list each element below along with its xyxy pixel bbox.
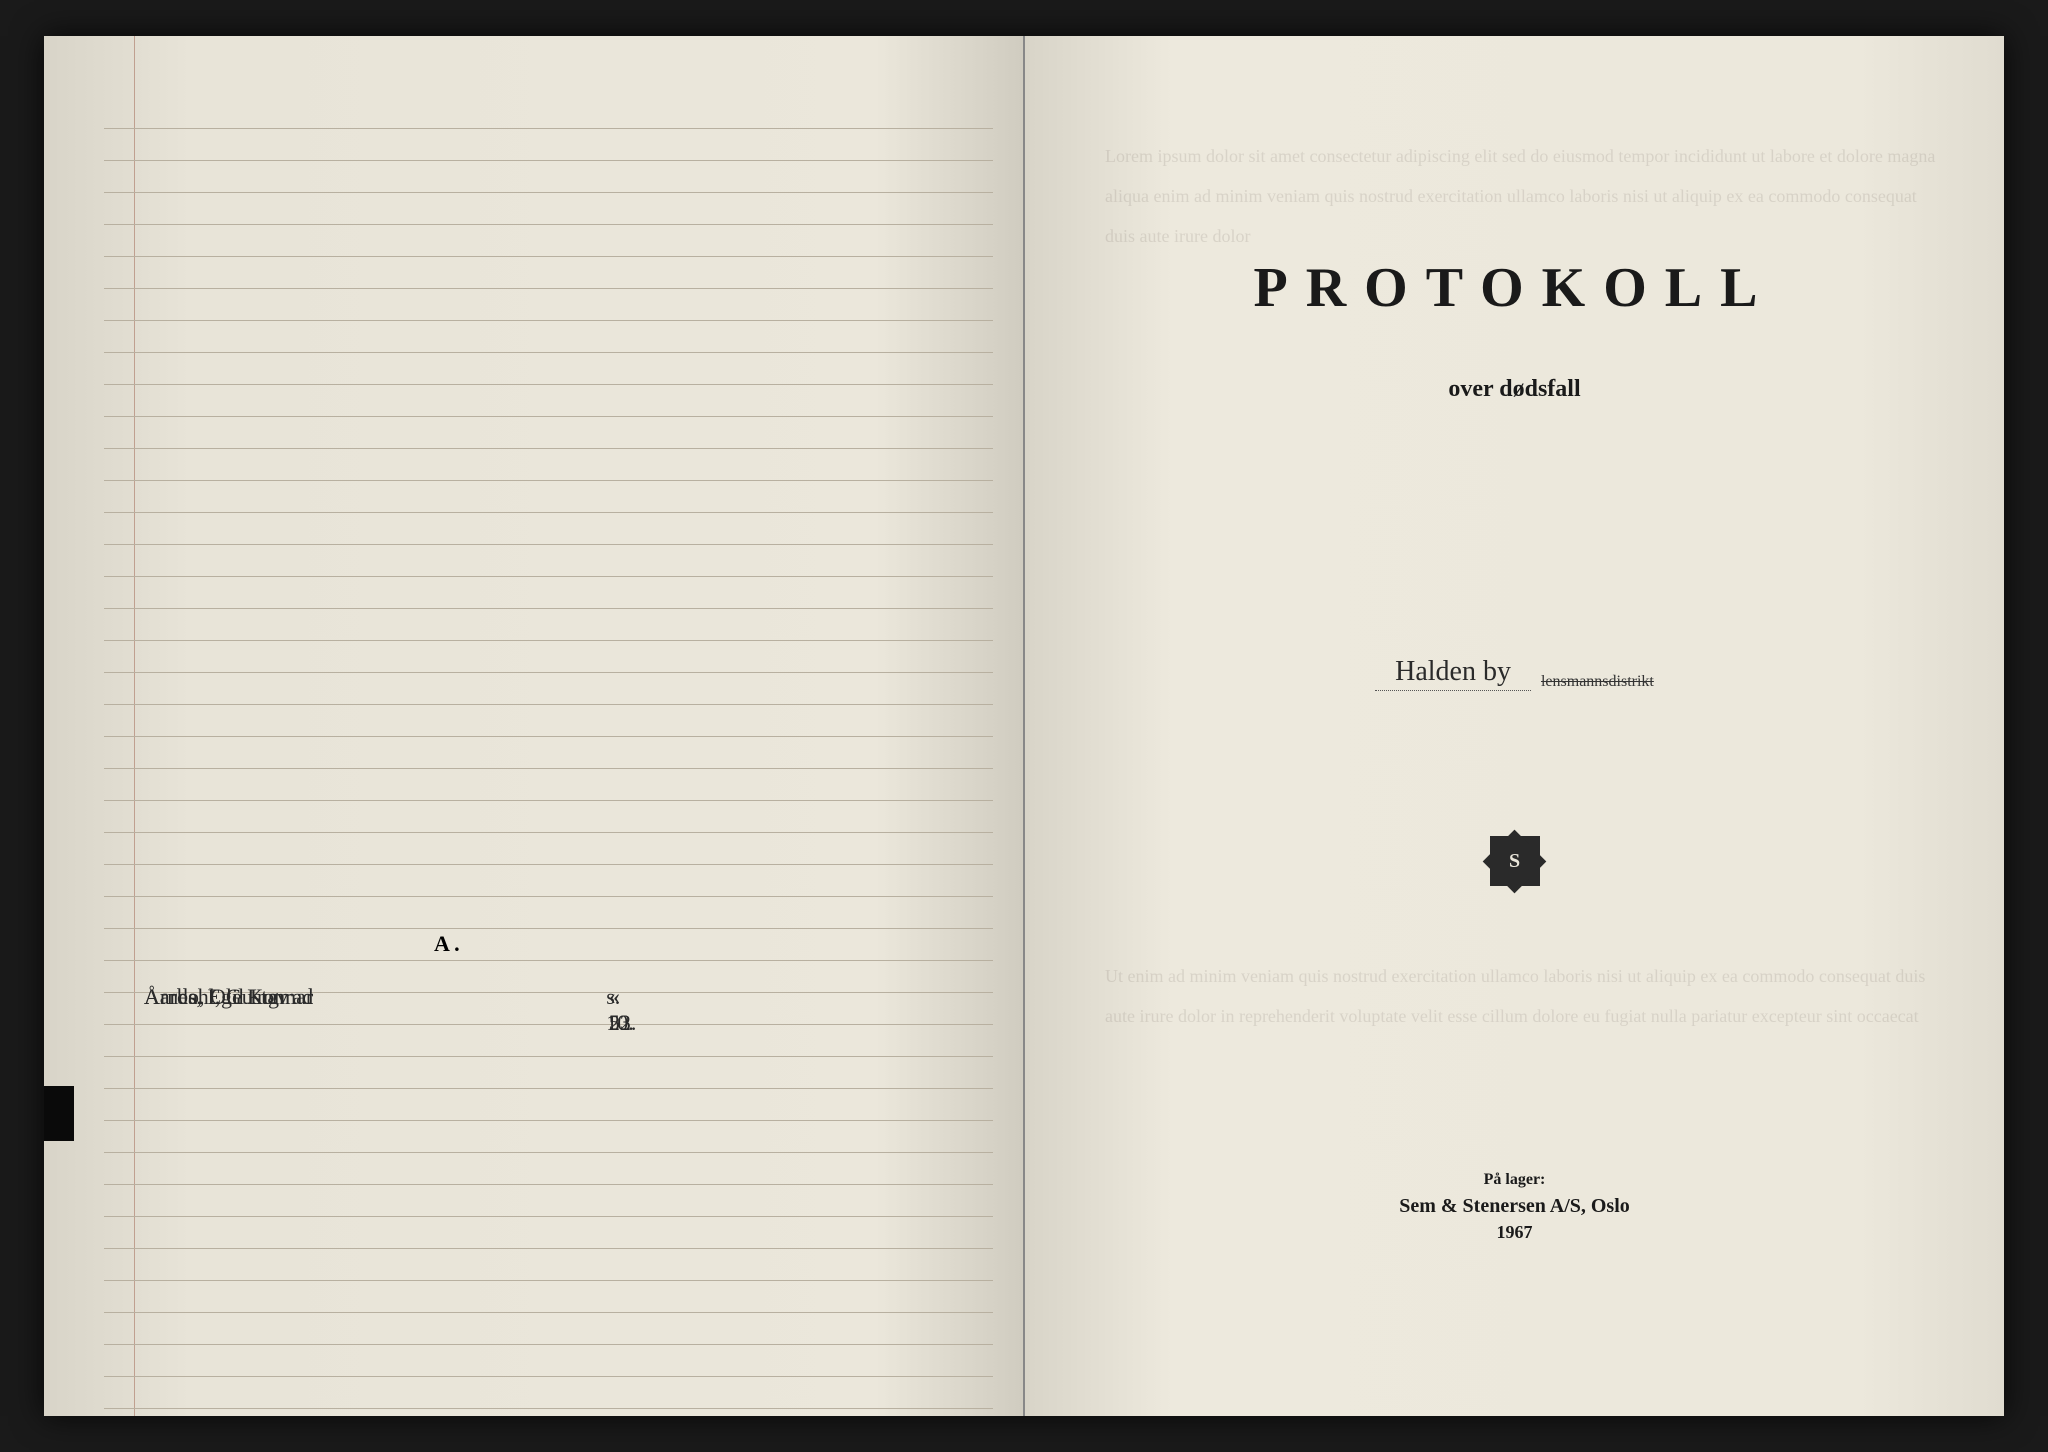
rule-line	[104, 576, 993, 577]
bleed-through-text: Lorem ipsum dolor sit amet consectetur a…	[1105, 136, 1944, 256]
rule-line	[104, 1056, 993, 1057]
publisher-label: På lager:	[1399, 1171, 1630, 1189]
publisher-year: 1967	[1399, 1222, 1630, 1243]
rule-line	[104, 480, 993, 481]
rule-line	[104, 1152, 993, 1153]
publisher-name: Sem & Stenersen A/S, Oslo	[1399, 1195, 1630, 1218]
rule-line	[104, 640, 993, 641]
location-label: lensmannsdistrikt	[1541, 673, 1654, 691]
rule-line	[104, 928, 993, 929]
rule-line	[104, 864, 993, 865]
rule-line	[104, 1280, 993, 1281]
document-title: PROTOKOLL	[1254, 256, 1776, 320]
logo-letter: S	[1509, 850, 1520, 873]
rule-line	[104, 1312, 993, 1313]
document-subtitle: over dødsfall	[1448, 376, 1580, 403]
index-section-letter: A .	[434, 931, 460, 957]
rule-line	[104, 704, 993, 705]
location-handwritten: Halden by	[1375, 656, 1531, 691]
bleed-through-text: Ut enim ad minim veniam quis nostrud exe…	[1105, 956, 1944, 1036]
publisher-info: På lager: Sem & Stenersen A/S, Oslo 1967	[1399, 1171, 1630, 1243]
rule-line	[104, 832, 993, 833]
rule-line	[104, 960, 993, 961]
rule-line	[104, 768, 993, 769]
index-entry: Aarbo, Ole Konrad « 53	[144, 984, 646, 1036]
rule-line	[104, 384, 993, 385]
rule-line	[104, 256, 993, 257]
rule-line	[104, 1088, 993, 1089]
rule-line	[104, 416, 993, 417]
rule-line	[104, 224, 993, 225]
left-page: A . Årnes, Egil Ingmar s. 10. Aardahl, G…	[44, 36, 1025, 1416]
publisher-logo-icon: S	[1490, 836, 1540, 886]
location-fill-in: Halden by lensmannsdistrikt	[1265, 656, 1765, 691]
rule-line	[104, 1248, 993, 1249]
book-spread: A . Årnes, Egil Ingmar s. 10. Aardahl, G…	[44, 36, 2004, 1416]
lined-paper-bg	[44, 36, 1023, 1416]
rule-line	[104, 288, 993, 289]
right-page: Lorem ipsum dolor sit amet consectetur a…	[1025, 36, 2004, 1416]
entry-name: Aarbo, Ole Konrad	[144, 984, 609, 1036]
rule-line	[104, 448, 993, 449]
rule-line	[104, 320, 993, 321]
rule-line	[104, 1120, 993, 1121]
entry-page-ref: « 53	[609, 984, 646, 1036]
rule-line	[104, 1376, 993, 1377]
rule-line	[104, 800, 993, 801]
rule-line	[104, 1216, 993, 1217]
rule-line	[104, 512, 993, 513]
rule-line	[104, 160, 993, 161]
rule-line	[104, 128, 993, 129]
margin-line	[134, 36, 135, 1416]
rule-line	[104, 544, 993, 545]
rule-line	[104, 896, 993, 897]
rule-line	[104, 352, 993, 353]
rule-line	[104, 608, 993, 609]
rule-line	[104, 192, 993, 193]
rule-line	[104, 1344, 993, 1345]
rule-line	[104, 1184, 993, 1185]
rule-line	[104, 672, 993, 673]
rule-line	[104, 736, 993, 737]
rule-line	[104, 1408, 993, 1409]
